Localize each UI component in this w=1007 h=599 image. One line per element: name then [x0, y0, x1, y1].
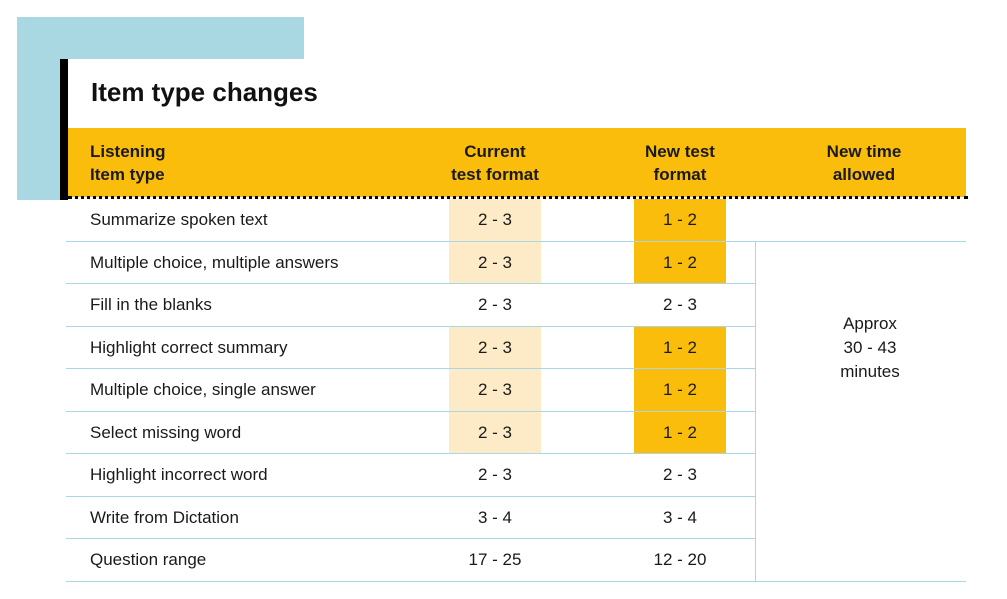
- current-format-cell: 3 - 4: [477, 507, 513, 527]
- item-type-cell: Multiple choice, single answer: [90, 380, 316, 399]
- header-current-format: Current test format: [451, 141, 539, 184]
- row-divider: [66, 283, 755, 284]
- header-item-type: Listening Item type: [90, 141, 166, 184]
- current-format-highlight: [449, 199, 541, 241]
- row-divider: [66, 368, 755, 369]
- current-format-highlight: [449, 412, 541, 453]
- time-column-divider: [755, 241, 756, 581]
- row-divider: [66, 411, 755, 412]
- current-format-cell: 2 - 3: [477, 252, 513, 272]
- item-type-cell: Multiple choice, multiple answers: [90, 252, 339, 272]
- new-format-highlight: [634, 412, 726, 453]
- current-format-cell: 2 - 3: [477, 380, 513, 399]
- row-divider: [66, 496, 755, 497]
- current-format-highlight: [449, 327, 541, 368]
- header-dotted-divider: [68, 196, 968, 199]
- new-format-highlight: [634, 327, 726, 368]
- current-format-cell: 2 - 3: [477, 210, 513, 229]
- new-format-cell: 1 - 2: [662, 422, 698, 442]
- time-allowed-note: Approx 30 - 43 minutes: [840, 314, 900, 381]
- header-new-time: New time allowed: [826, 141, 902, 184]
- current-format-cell: 2 - 3: [477, 465, 513, 484]
- item-type-cell: Summarize spoken text: [90, 210, 268, 229]
- new-format-highlight: [634, 199, 726, 241]
- new-format-cell: 1 - 2: [662, 337, 698, 357]
- item-type-cell: Highlight correct summary: [90, 337, 288, 357]
- new-format-cell: 1 - 2: [662, 210, 698, 229]
- row-divider: [66, 538, 755, 539]
- current-format-cell: 17 - 25: [468, 550, 522, 569]
- current-format-highlight: [449, 369, 541, 411]
- current-format-cell: 2 - 3: [477, 295, 513, 314]
- row-divider: [66, 241, 966, 242]
- current-format-highlight: [449, 242, 541, 283]
- new-format-cell: 12 - 20: [653, 550, 707, 569]
- new-format-highlight: [634, 242, 726, 283]
- row-divider: [66, 453, 755, 454]
- title-accent-bar: [60, 59, 68, 200]
- new-format-cell: 1 - 2: [662, 380, 698, 399]
- new-format-cell: 2 - 3: [662, 465, 698, 484]
- new-format-cell: 1 - 2: [662, 252, 698, 272]
- new-format-highlight: [634, 369, 726, 411]
- item-type-cell: Question range: [90, 550, 207, 569]
- header-new-format: New test format: [645, 141, 715, 184]
- table-header: [68, 128, 966, 197]
- page-title: Item type changes: [91, 77, 318, 107]
- current-format-cell: 2 - 3: [477, 337, 513, 357]
- row-divider: [66, 581, 966, 582]
- current-format-cell: 2 - 3: [477, 422, 513, 442]
- item-type-cell: Highlight incorrect word: [90, 465, 268, 484]
- new-format-cell: 2 - 3: [662, 295, 698, 314]
- row-divider: [66, 326, 755, 327]
- item-type-cell: Fill in the blanks: [90, 295, 212, 314]
- item-type-cell: Write from Dictation: [90, 507, 239, 527]
- item-type-cell: Select missing word: [90, 422, 242, 442]
- new-format-cell: 3 - 4: [662, 507, 698, 527]
